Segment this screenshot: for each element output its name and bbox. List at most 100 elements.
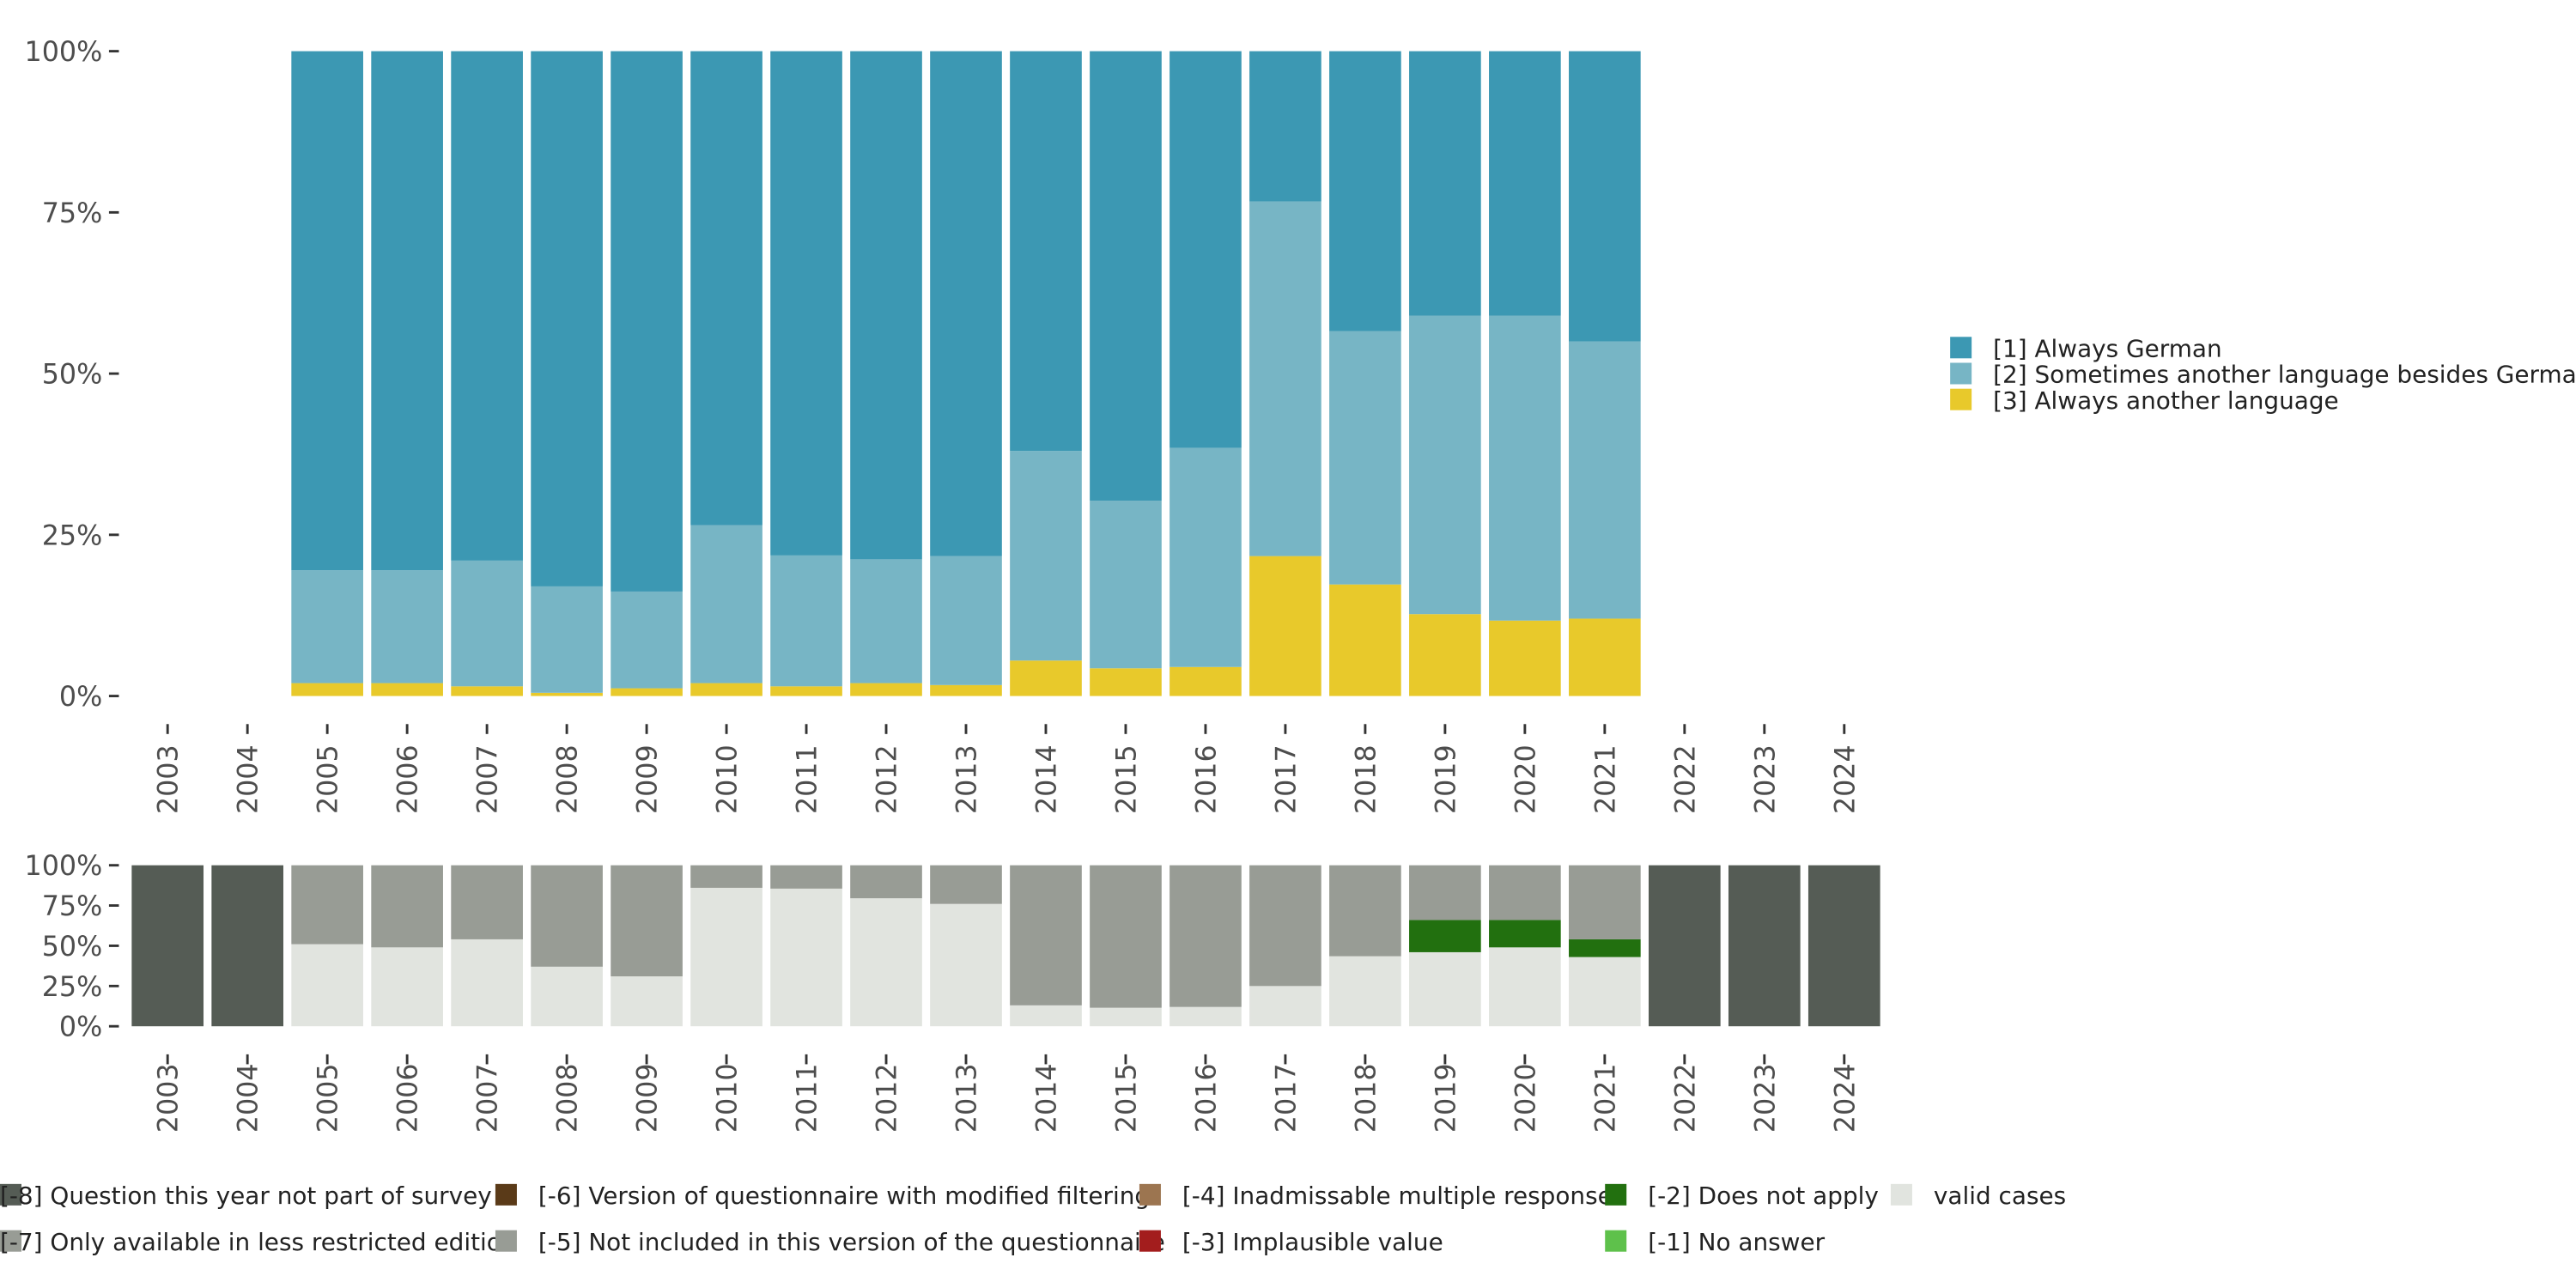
bar-segment <box>1249 556 1321 696</box>
x-tick-label: 2020 <box>1510 744 1541 814</box>
bar-segment <box>1569 618 1641 696</box>
bar-segment <box>531 966 603 1027</box>
bar-segment <box>1329 331 1401 585</box>
bar-segment <box>1329 51 1401 331</box>
bar-segment <box>690 683 762 696</box>
x-tick-label: 2014 <box>1032 1063 1063 1133</box>
legend-swatch <box>0 1230 21 1252</box>
bar-segment <box>291 570 363 683</box>
bar-segment <box>291 944 363 1027</box>
x-tick-label: 2011 <box>793 744 823 814</box>
legend-swatch <box>495 1230 517 1252</box>
bar-segment <box>1569 957 1641 1027</box>
top-chart: 0% 25% 50% 75% 100% 2003 2004 2005 2006 2007 2008 2… <box>25 37 1862 814</box>
x-tick-label: 2017 <box>1271 1063 1302 1133</box>
bar-segment <box>1409 920 1481 952</box>
bar-segment <box>1090 501 1162 669</box>
bar-segment <box>1170 865 1242 1007</box>
bar-segment <box>850 898 922 1027</box>
x-tick-label: 2021 <box>1590 1063 1621 1133</box>
x-tick-label: 2015 <box>1112 1063 1143 1133</box>
bar-segment <box>1010 51 1082 452</box>
bar-segment <box>1409 315 1481 615</box>
x-tick-label: 2019 <box>1431 1063 1461 1133</box>
bar-segment <box>1409 951 1481 1027</box>
bar-segment <box>1249 986 1321 1027</box>
bar-segment <box>1329 865 1401 957</box>
bar-segment <box>611 976 683 1027</box>
legend-swatch <box>1605 1183 1627 1206</box>
bar-segment <box>531 586 603 693</box>
bar-segment <box>1010 451 1082 661</box>
bar-segment <box>211 865 283 1027</box>
bar-segment <box>770 555 842 687</box>
x-tick-label: 2020 <box>1510 1063 1541 1133</box>
bottom-legend: [-8] Question this year not part of surv… <box>0 1182 2066 1256</box>
bar-segment <box>1249 201 1321 556</box>
x-tick-label: 2024 <box>1830 1063 1861 1133</box>
bar-segment <box>1489 920 1561 948</box>
bar-segment <box>611 865 683 977</box>
bar-segment <box>371 51 443 571</box>
x-tick-label: 2003 <box>154 744 185 814</box>
y-tick-label: 75% <box>42 198 103 229</box>
x-tick-label: 2005 <box>313 1063 344 1133</box>
x-tick-label: 2005 <box>313 744 344 814</box>
bar-segment <box>770 686 842 696</box>
bar-segment <box>1489 315 1561 621</box>
x-tick-label: 2024 <box>1830 744 1861 814</box>
x-tick-label: 2007 <box>473 1063 504 1133</box>
legend-label: [-1] No answer <box>1648 1228 1825 1256</box>
bar-segment <box>1329 584 1401 696</box>
bar-segment <box>1010 865 1082 1005</box>
bar-segment <box>1010 660 1082 696</box>
x-tick-label: 2014 <box>1032 744 1063 814</box>
x-tick-label: 2018 <box>1351 744 1382 814</box>
x-tick-label: 2004 <box>234 1063 264 1133</box>
x-tick-label: 2018 <box>1351 1063 1382 1133</box>
top-legend: [1] Always German[2] Sometimes another l… <box>1950 334 2576 415</box>
bar-segment <box>531 692 603 696</box>
legend-label: [2] Sometimes another language besides G… <box>1993 361 2576 389</box>
bar-segment <box>930 865 1002 904</box>
bar-segment <box>291 683 363 696</box>
x-tick-label: 2013 <box>952 1063 983 1133</box>
bar-segment <box>1329 956 1401 1027</box>
bar-segment <box>850 51 922 560</box>
x-tick-label: 2008 <box>553 744 584 814</box>
bottom-chart: 0% 25% 50% 75% 100% 2003 2004 2005 2006 2007 2008 2… <box>25 851 1880 1133</box>
legend-swatch <box>1139 1183 1161 1206</box>
bar-segment <box>1409 614 1481 696</box>
legend-swatch <box>495 1183 517 1206</box>
bar-segment <box>371 865 443 948</box>
bar-segment <box>850 559 922 683</box>
bar-segment <box>1010 1005 1082 1027</box>
bar-segment <box>770 865 842 889</box>
x-tick-label: 2015 <box>1112 744 1143 814</box>
legend-swatch <box>1139 1230 1161 1252</box>
bar-segment <box>690 525 762 683</box>
bar-segment <box>1728 865 1801 1027</box>
bar-segment <box>1569 51 1641 342</box>
x-tick-label: 2023 <box>1750 744 1781 814</box>
bar-segment <box>451 865 523 939</box>
x-tick-label: 2004 <box>234 744 264 814</box>
bar-segment <box>611 591 683 689</box>
bar-segment <box>770 888 842 1027</box>
y-tick-label: 50% <box>42 932 103 963</box>
bar-segment <box>1649 865 1721 1027</box>
legend-label: [-2] Does not apply <box>1648 1182 1879 1210</box>
bar-segment <box>1249 865 1321 987</box>
legend-label: [-3] Implausible value <box>1182 1228 1443 1256</box>
x-tick-label: 2012 <box>872 744 903 814</box>
y-tick-label: 75% <box>42 891 103 922</box>
legend-label: [3] Always another language <box>1993 386 2339 415</box>
bar-segment <box>850 865 922 899</box>
legend-swatch <box>1950 337 1972 359</box>
x-tick-label: 2023 <box>1750 1063 1781 1133</box>
bar-segment <box>1569 939 1641 957</box>
legend-swatch <box>1605 1230 1627 1252</box>
x-tick-label: 2021 <box>1590 744 1621 814</box>
x-tick-label: 2008 <box>553 1063 584 1133</box>
bar-segment <box>1249 51 1321 202</box>
